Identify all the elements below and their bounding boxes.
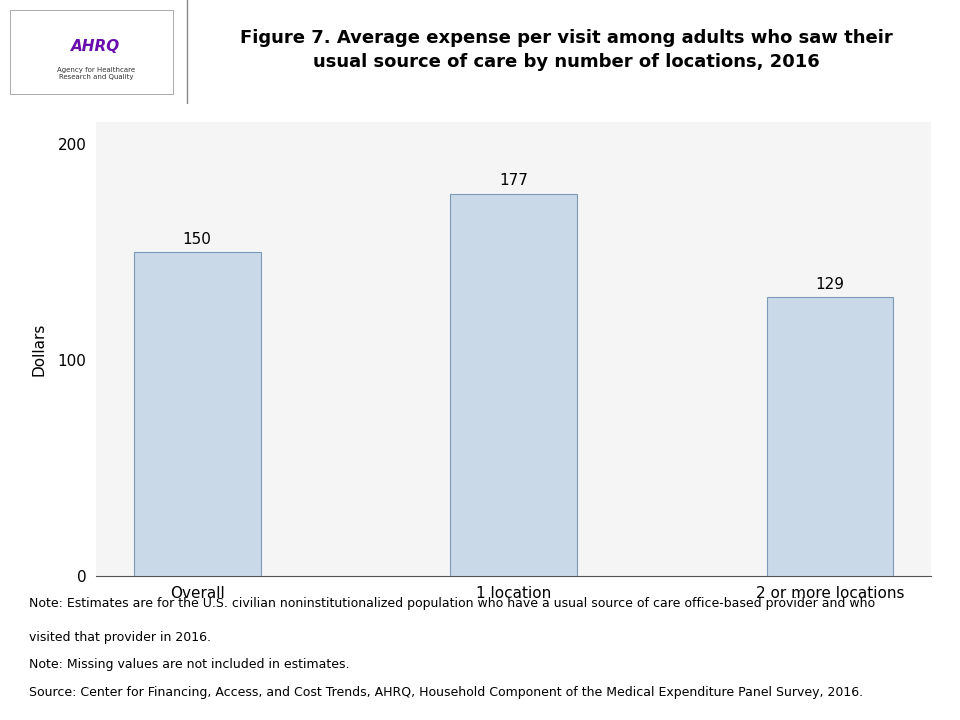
Text: 177: 177 — [499, 174, 528, 188]
Bar — [134, 252, 260, 576]
Text: Figure 7. Average expense per visit among adults who saw their
usual source of c: Figure 7. Average expense per visit amon… — [240, 30, 893, 71]
Text: 129: 129 — [815, 277, 845, 292]
Text: 150: 150 — [182, 232, 211, 246]
Text: Source: Center for Financing, Access, and Cost Trends, AHRQ, Household Component: Source: Center for Financing, Access, an… — [29, 685, 863, 699]
Text: visited that provider in 2016.: visited that provider in 2016. — [29, 631, 211, 644]
Bar — [767, 297, 893, 576]
Bar — [10, 11, 173, 94]
Text: Agency for Healthcare
Research and Quality: Agency for Healthcare Research and Quali… — [57, 66, 135, 80]
Text: Note: Estimates are for the U.S. civilian noninstitutionalized population who ha: Note: Estimates are for the U.S. civilia… — [29, 597, 875, 610]
Text: AHRQ: AHRQ — [71, 40, 121, 55]
Bar — [450, 194, 577, 576]
Text: Note: Missing values are not included in estimates.: Note: Missing values are not included in… — [29, 658, 349, 672]
Y-axis label: Dollars: Dollars — [32, 323, 46, 376]
